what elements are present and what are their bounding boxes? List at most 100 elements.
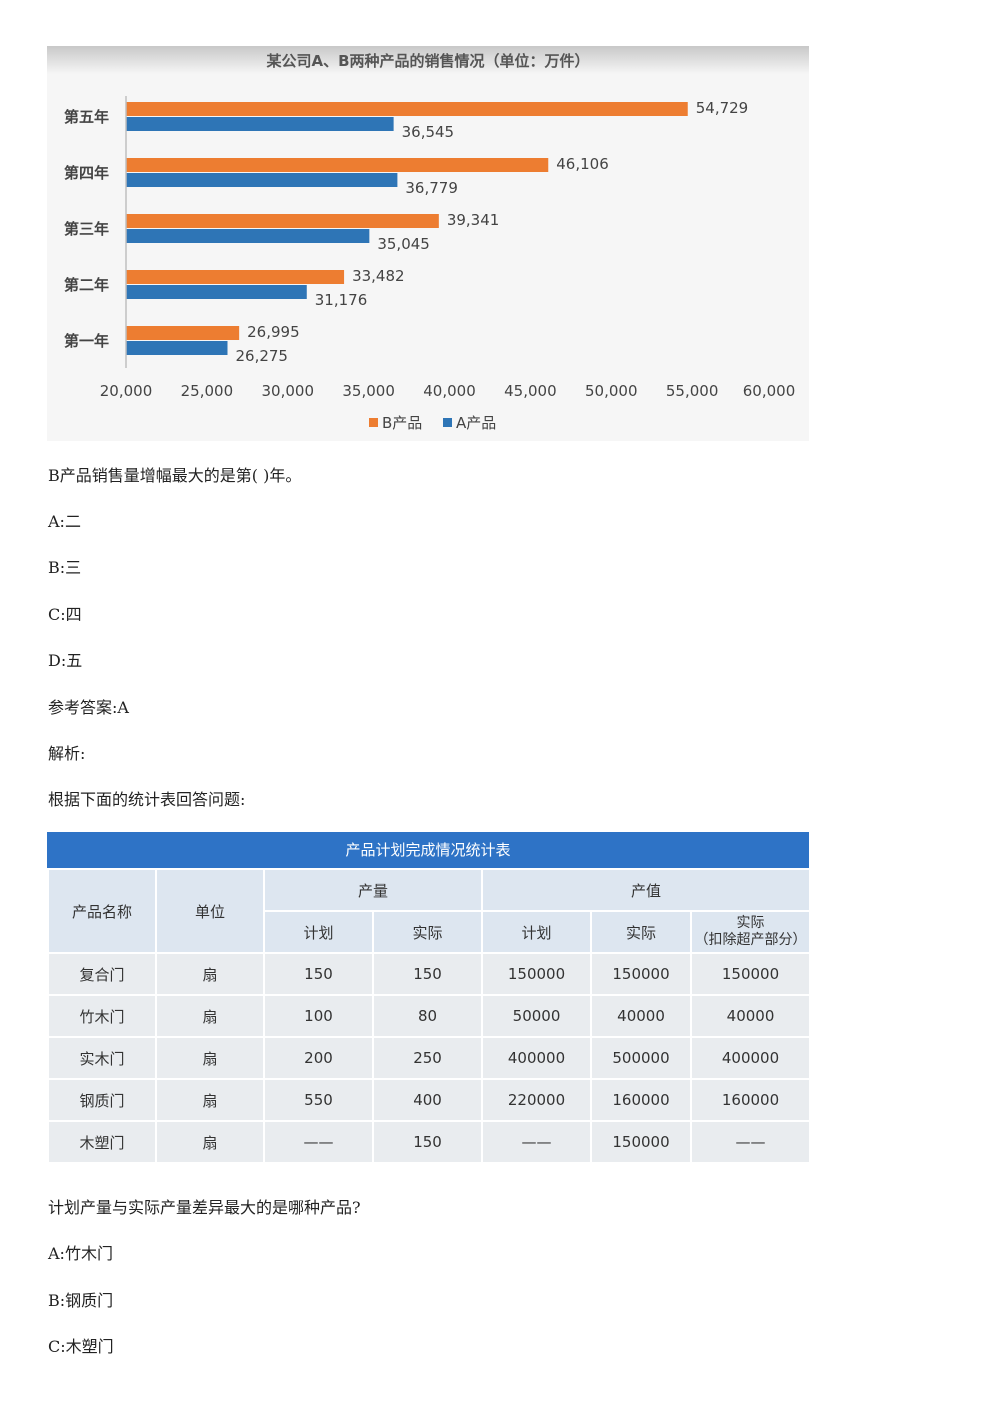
- bar-a-product: [126, 285, 307, 299]
- table-cell: 150: [371, 952, 484, 996]
- chart-svg: 某公司A、B两种产品的销售情况（单位：万件） 26,995 26,275 33,48…: [47, 46, 809, 432]
- table-cell: 钢质门: [47, 1078, 157, 1122]
- header-output: 产量: [262, 868, 484, 912]
- table-cell: ——: [690, 1120, 812, 1164]
- bar-b-product: [126, 214, 439, 228]
- legend-swatch: [443, 418, 452, 427]
- table-cell: 250: [371, 1036, 484, 1080]
- table-cell: 扇: [155, 994, 265, 1038]
- table-cell: 40000: [590, 994, 693, 1038]
- table-row: 木塑门 扇 —— 150 —— 150000 ——: [47, 1120, 812, 1164]
- question1-option-c[interactable]: C:四: [48, 605, 82, 624]
- header-unit: 单位: [155, 868, 265, 954]
- table-cell: 150000: [481, 952, 593, 996]
- table-cell: 复合门: [47, 952, 157, 996]
- data-label: 36,545: [402, 123, 455, 141]
- x-tick-label: 40,000: [423, 382, 476, 400]
- bar-a-product: [126, 173, 398, 187]
- plan-completion-table: 产品计划完成情况统计表 产品名称 单位 产量 产值 计划 实际 计划 实际 实际…: [47, 832, 812, 1164]
- question2-stem: 计划产量与实际产量差异最大的是哪种产品?: [48, 1198, 361, 1217]
- data-label: 36,779: [405, 179, 458, 197]
- question2-option-c[interactable]: C:木塑门: [48, 1337, 114, 1356]
- table-row: 竹木门 扇 100 80 50000 40000 40000: [47, 994, 812, 1038]
- category-label: 第四年: [64, 164, 109, 182]
- table-cell: 160000: [690, 1078, 812, 1122]
- table-cell: 扇: [155, 952, 265, 996]
- question1-option-d[interactable]: D:五: [48, 651, 83, 670]
- legend-swatch: [369, 418, 378, 427]
- bar-a-product: [126, 117, 394, 131]
- data-label: 26,275: [235, 347, 287, 365]
- bar-b-product: [126, 158, 549, 172]
- table-cell: 150: [371, 1120, 484, 1164]
- table-cell: 150000: [690, 952, 812, 996]
- table-cell: 扇: [155, 1036, 265, 1080]
- x-tick-label: 45,000: [504, 382, 557, 400]
- table-row: 复合门 扇 150 150 150000 150000 150000: [47, 952, 812, 996]
- table-row: 钢质门 扇 550 400 220000 160000 160000: [47, 1078, 812, 1122]
- bar-a-product: [126, 229, 370, 243]
- header-output-plan: 计划: [263, 910, 374, 954]
- table-cell: 220000: [481, 1078, 593, 1122]
- question1-option-b[interactable]: B:三: [48, 558, 82, 577]
- table-row: 实木门 扇 200 250 400000 500000 400000: [47, 1036, 812, 1080]
- stats-table: 产品名称 单位 产量 产值 计划 实际 计划 实际 实际 （扣除超产部分） 复合…: [47, 868, 812, 1164]
- header-value-actual-ex-note: （扣除超产部分）: [694, 932, 807, 948]
- table-cell: 50000: [481, 994, 593, 1038]
- data-label: 46,106: [556, 155, 609, 173]
- data-label: 33,482: [352, 267, 405, 285]
- table-cell: 550: [263, 1078, 374, 1122]
- table-cell: 150000: [590, 952, 693, 996]
- table-cell: 400: [371, 1078, 484, 1122]
- data-label: 54,729: [696, 99, 749, 117]
- question1-option-a[interactable]: A:二: [48, 512, 81, 531]
- table-cell: ——: [481, 1120, 593, 1164]
- bar-a-product: [126, 341, 228, 355]
- header-value: 产值: [481, 868, 812, 912]
- header-output-actual: 实际: [371, 910, 484, 954]
- chart-title-band: [47, 46, 809, 74]
- x-tick-label: 30,000: [262, 382, 315, 400]
- table-cell: ——: [263, 1120, 374, 1164]
- legend-label: B产品: [382, 414, 422, 432]
- table-cell: 80: [371, 994, 484, 1038]
- chart-title: 某公司A、B两种产品的销售情况（单位：万件）: [266, 52, 589, 70]
- x-tick-label: 50,000: [585, 382, 638, 400]
- question2-intro: 根据下面的统计表回答问题:: [48, 790, 246, 809]
- header-value-actual-ex-label: 实际: [736, 915, 765, 931]
- data-label: 35,045: [377, 235, 430, 253]
- sales-bar-chart: 某公司A、B两种产品的销售情况（单位：万件） 26,995 26,275 33,48…: [47, 46, 809, 441]
- x-tick-label: 35,000: [342, 382, 395, 400]
- legend-label: A产品: [456, 414, 496, 432]
- table-cell: 40000: [690, 994, 812, 1038]
- header-value-actual-excluding: 实际 （扣除超产部分）: [690, 910, 812, 954]
- x-tick-label: 25,000: [181, 382, 234, 400]
- table-cell: 实木门: [47, 1036, 157, 1080]
- table-cell: 150000: [590, 1120, 693, 1164]
- x-tick-label: 60,000: [743, 382, 796, 400]
- table-cell: 400000: [481, 1036, 593, 1080]
- question2-option-a[interactable]: A:竹木门: [48, 1244, 113, 1263]
- question1-answer: 参考答案:A: [48, 698, 129, 717]
- bar-b-product: [126, 270, 345, 284]
- table-cell: 100: [263, 994, 374, 1038]
- data-label: 39,341: [447, 211, 500, 229]
- bar-b-product: [126, 102, 688, 116]
- table-cell: 扇: [155, 1078, 265, 1122]
- table-cell: 160000: [590, 1078, 693, 1122]
- category-label: 第一年: [64, 332, 109, 350]
- data-label: 26,995: [247, 323, 299, 341]
- table-cell: 500000: [590, 1036, 693, 1080]
- question1-analysis: 解析:: [48, 744, 86, 763]
- bar-b-product: [126, 326, 240, 340]
- header-value-actual: 实际: [590, 910, 693, 954]
- question2-option-b[interactable]: B:钢质门: [48, 1291, 114, 1310]
- table-title: 产品计划完成情况统计表: [47, 832, 809, 868]
- x-tick-label: 55,000: [666, 382, 719, 400]
- table-cell: 木塑门: [47, 1120, 157, 1164]
- header-product-name: 产品名称: [47, 868, 157, 954]
- table-cell: 200: [263, 1036, 374, 1080]
- table-cell: 400000: [690, 1036, 812, 1080]
- category-label: 第三年: [64, 220, 109, 238]
- table-cell: 竹木门: [47, 994, 157, 1038]
